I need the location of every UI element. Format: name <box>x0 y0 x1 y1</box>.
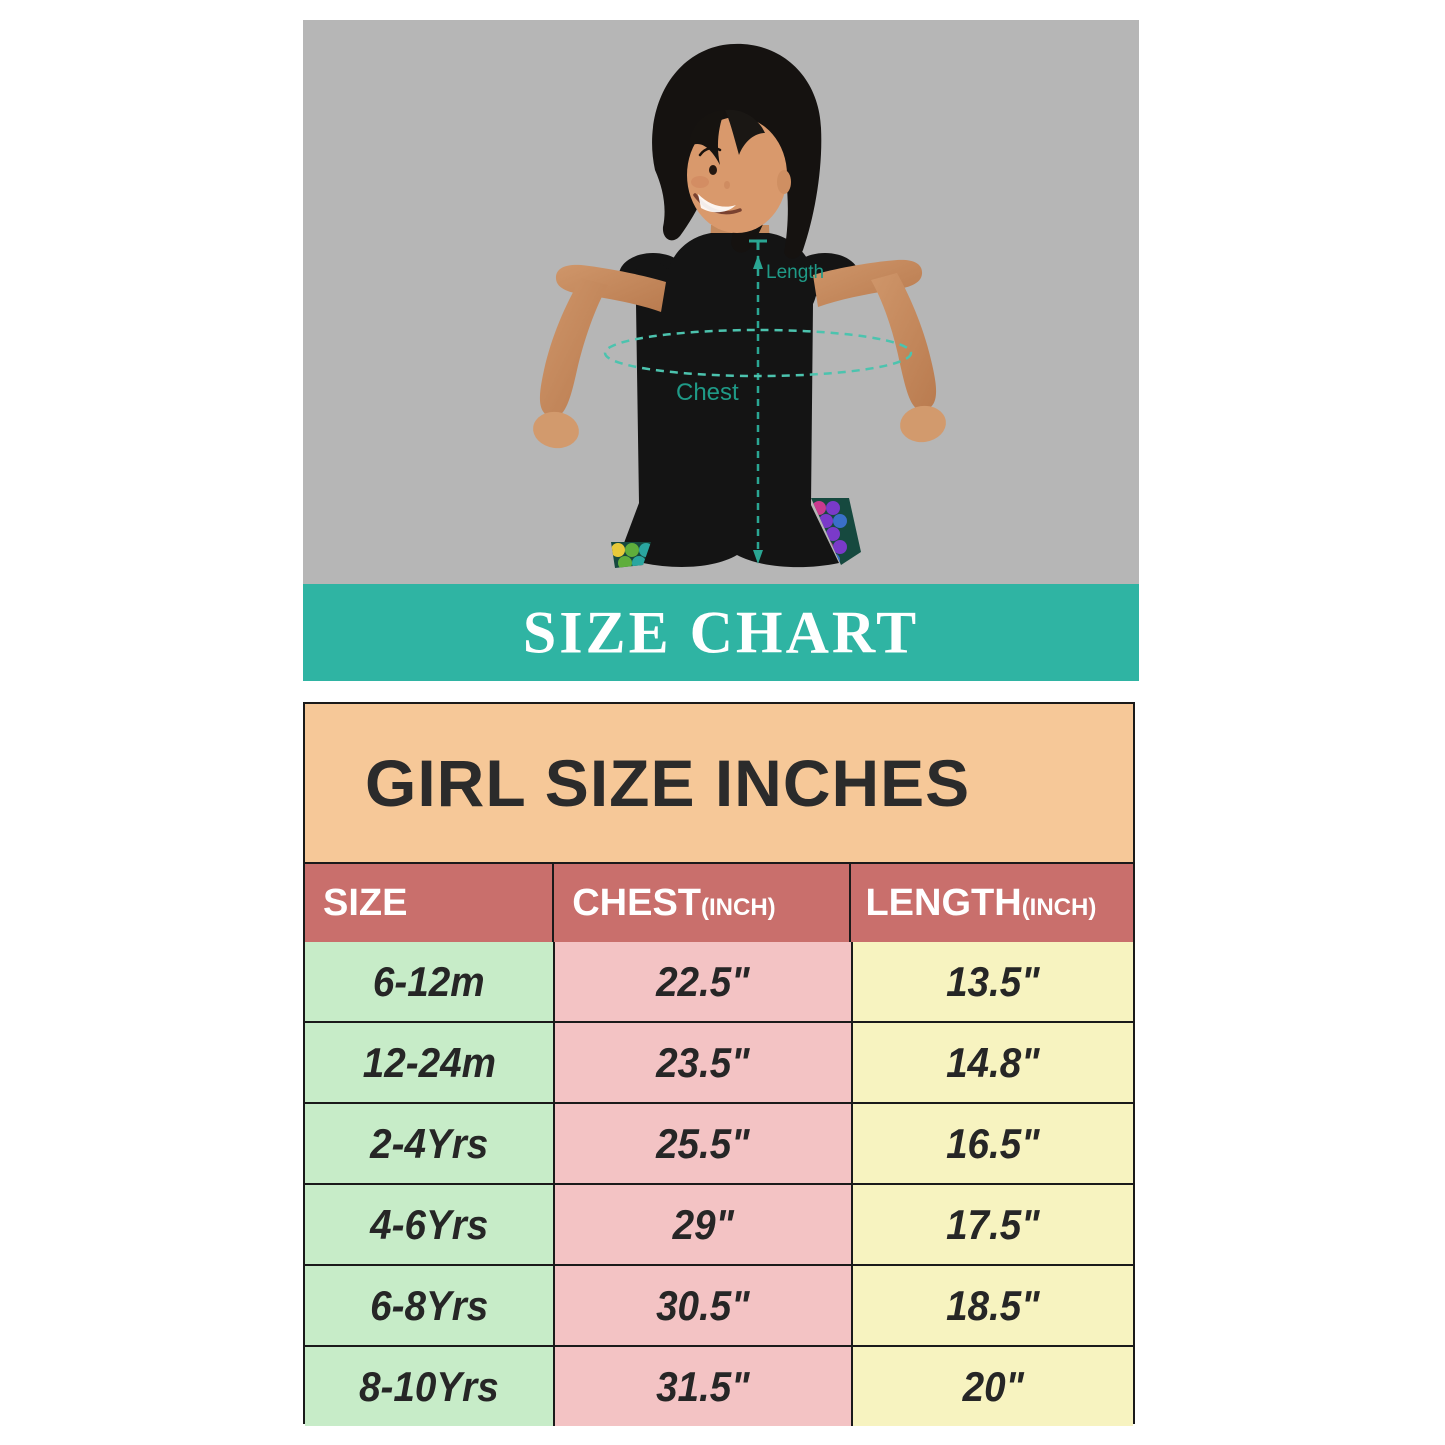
svg-text:Chest: Chest <box>676 379 739 406</box>
svg-text:Length: Length <box>766 262 824 283</box>
